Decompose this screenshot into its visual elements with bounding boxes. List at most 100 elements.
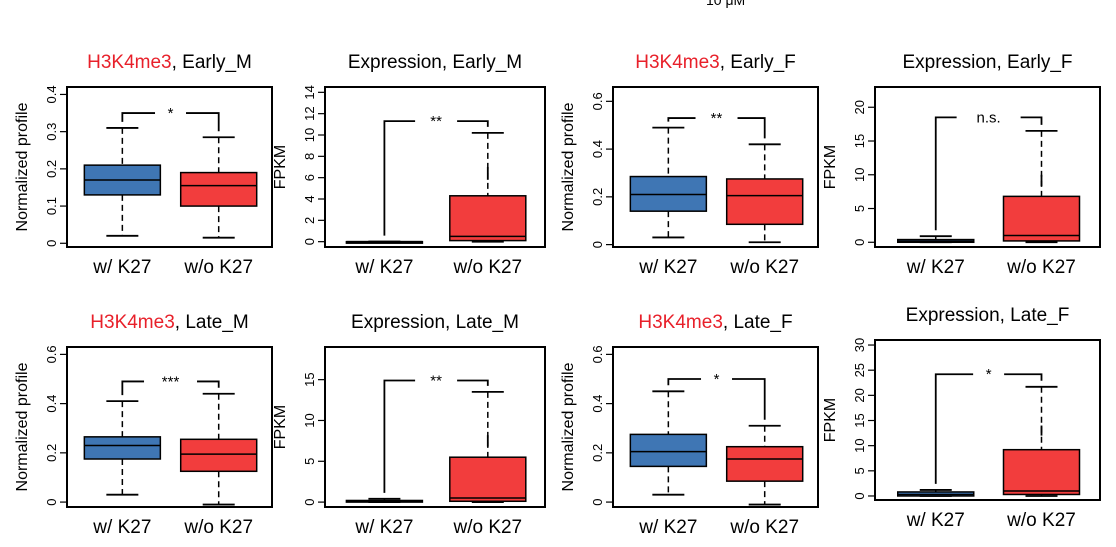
x-label-with-k27: w/ K27 [92,257,151,278]
box-body [449,456,527,503]
x-label-with-k27: w/ K27 [638,517,697,538]
box-with-k27 [83,400,162,496]
bracket-left [383,379,416,493]
box-without-k27 [449,131,527,243]
y-axis-label: Normalized profile [14,362,31,491]
y-tick-label: 0 [44,498,59,505]
panel-title-text: , Early_F [720,52,796,73]
y-tick-label: 0.4 [590,140,605,158]
y-tick-label: 5 [852,205,867,212]
significance-label: * [986,366,992,383]
x-label-without-k27: w/o K27 [183,517,253,538]
y-tick-label: 12 [302,106,317,120]
x-label-without-k27: w/o K27 [183,257,253,278]
y-tick-label: 20 [852,100,867,114]
bracket-left [121,380,145,396]
significance-label: ** [430,113,442,130]
y-tick-label: 15 [302,372,317,386]
panel-2: Expression, Early_M FPKM 0 2 4 6 8 10 12 14 ** w/ K… [272,52,546,278]
bracket-right [732,378,766,420]
y-tick-label: 0 [302,498,317,505]
panel-1: H3K4me3, Early_M Normalized profile 0 0.1 0.… [14,52,273,278]
y-tick-label: 10 [302,128,317,142]
x-label-without-k27: w/o K27 [452,517,522,538]
box-without-k27 [725,143,804,244]
y-tick-label: 0.2 [44,160,59,178]
plot-frame [874,86,1101,248]
panel-title-text: , Late_F [723,312,793,333]
panel-title-mark: H3K4me3 [638,312,723,333]
box-with-k27 [83,127,162,237]
x-label-with-k27: w/ K27 [92,517,151,538]
significance-bracket: ** [383,372,489,493]
plot-frame [66,346,273,508]
bracket-left [383,120,416,236]
significance-bracket: n.s. [934,109,1043,231]
bracket-left [667,378,702,386]
panel-title: H3K4me3, Late_F [638,312,792,333]
y-axis-label: FPKM [272,145,289,189]
y-tick-label: 30 [852,338,867,352]
box-body [449,195,527,242]
y-tick-label: 0.3 [44,123,59,141]
y-tick-label: 0 [852,239,867,246]
x-label-without-k27: w/o K27 [452,257,522,278]
y-tick-label: 10 [852,438,867,452]
y-tick-label: 0 [302,238,317,245]
y-tick-label: 25 [852,363,867,377]
box-without-k27 [1002,129,1081,244]
y-tick-label: 8 [302,153,317,160]
y-tick-label: 0.6 [590,345,605,363]
significance-label: n.s. [977,109,1001,126]
significance-bracket: ** [383,113,489,236]
box-without-k27 [449,390,527,504]
significance-bracket: * [667,371,766,420]
y-axis-label: Normalized profile [560,362,577,491]
box-body [725,445,804,482]
bracket-left [934,116,957,231]
box-body [725,178,804,226]
panel-title: Expression, Early_M [348,52,522,73]
bracket-right [1020,116,1043,125]
significance-label: ** [430,372,442,389]
x-label-with-k27: w/ K27 [906,257,965,278]
bracket-right [1004,373,1043,381]
x-label-without-k27: w/o K27 [1006,510,1076,531]
plot-frame [612,346,819,508]
bracket-right [457,379,489,386]
y-tick-label: 5 [852,467,867,474]
panel-5: H3K4me3, Late_M Normalized profile 0 0.2 0.4… [14,312,273,538]
plot-frame [612,86,819,248]
x-label-with-k27: w/ K27 [354,257,413,278]
bracket-left [667,117,696,122]
box-body [179,171,258,207]
box-without-k27 [1002,385,1081,497]
y-tick-label: 4 [302,195,317,202]
y-tick-label: 0.4 [44,395,59,413]
bracket-right [186,112,220,132]
box-without-k27 [179,392,258,506]
box-body [1002,448,1081,496]
y-tick-label: 10 [302,413,317,427]
y-tick-label: 0.4 [44,85,59,103]
plot-frame [874,339,1101,501]
box-body [1002,195,1081,242]
box-body [83,436,162,460]
significance-bracket: *** [121,373,220,396]
bracket-right [457,120,489,127]
y-tick-label: 0.4 [590,395,605,413]
panel-6: Expression, Late_M FPKM 0 5 10 15 ** w/ K27 w/o … [272,312,546,538]
y-tick-label: 5 [302,458,317,465]
panel-title-mark: H3K4me3 [90,312,175,333]
y-tick-label: 0 [590,498,605,505]
y-tick-label: 15 [852,134,867,148]
x-label-with-k27: w/ K27 [638,257,697,278]
panel-title-mark: H3K4me3 [635,52,720,73]
y-tick-label: 0.2 [590,444,605,462]
box-body [179,438,258,473]
panel-title: H3K4me3, Early_M [87,52,252,73]
y-tick-label: 0.2 [590,188,605,206]
bracket-right [737,117,766,139]
top-cut-label: 10 μM [706,0,746,8]
